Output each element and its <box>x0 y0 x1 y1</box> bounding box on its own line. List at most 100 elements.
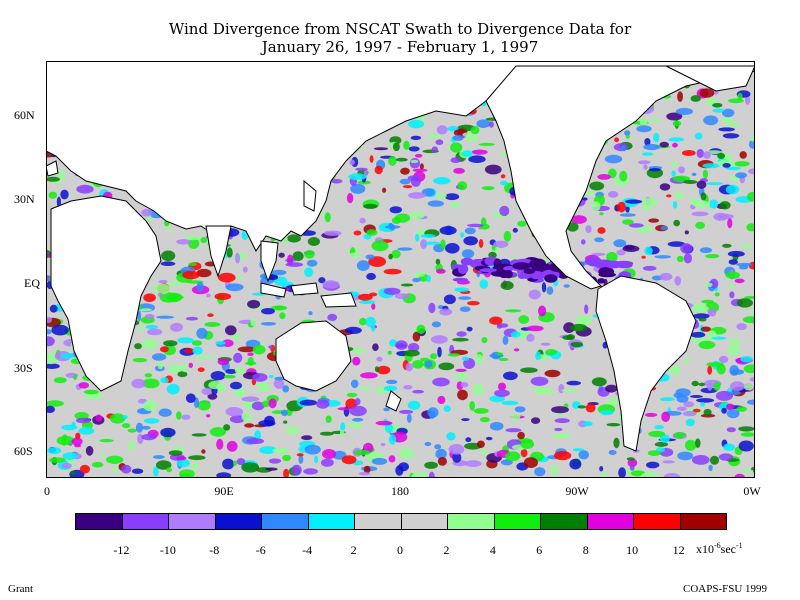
divergence-cell <box>304 267 314 278</box>
divergence-cell <box>188 262 197 266</box>
divergence-cell <box>729 365 739 376</box>
divergence-cell <box>481 337 488 344</box>
divergence-cell <box>414 271 425 277</box>
divergence-cell <box>304 444 321 455</box>
divergence-cell <box>414 153 423 158</box>
landmass-japan <box>303 179 317 212</box>
divergence-cell <box>135 422 144 433</box>
divergence-cell <box>647 450 661 456</box>
divergence-cell <box>599 212 604 216</box>
divergence-cell <box>489 316 503 325</box>
divergence-cell <box>530 376 549 386</box>
divergence-cell <box>616 249 626 256</box>
colorbar-swatch <box>262 514 309 529</box>
divergence-cell <box>646 461 660 469</box>
divergence-cell <box>672 120 682 127</box>
divergence-cell <box>410 135 422 140</box>
divergence-cell <box>109 413 126 424</box>
divergence-cell <box>517 431 525 440</box>
divergence-cell <box>737 92 743 101</box>
divergence-cell <box>720 117 734 123</box>
divergence-cell <box>750 309 755 314</box>
divergence-cell <box>353 449 371 456</box>
divergence-cell <box>481 186 495 191</box>
divergence-cell <box>241 412 252 422</box>
divergence-cell <box>374 165 383 175</box>
divergence-cell <box>83 389 99 395</box>
divergence-cell <box>403 140 410 150</box>
divergence-cell <box>713 381 721 391</box>
divergence-cell <box>512 227 518 233</box>
divergence-cell <box>600 410 614 416</box>
divergence-cell <box>705 182 723 186</box>
divergence-cell <box>292 251 304 262</box>
divergence-cell <box>222 458 235 470</box>
divergence-cell <box>476 119 491 128</box>
divergence-cell <box>143 293 156 302</box>
divergence-cell <box>281 409 288 416</box>
divergence-cell <box>467 301 480 306</box>
divergence-cell <box>350 183 366 194</box>
landmass-indonesia-2 <box>290 282 319 296</box>
divergence-cell <box>450 157 461 164</box>
divergence-cell <box>715 390 734 401</box>
divergence-cell <box>121 423 131 429</box>
divergence-cell <box>144 373 152 378</box>
divergence-cell <box>582 197 588 201</box>
divergence-cell <box>410 159 419 164</box>
divergence-cell <box>101 453 107 458</box>
divergence-cell <box>625 205 630 213</box>
colorbar-swatch <box>494 514 541 529</box>
divergence-cell <box>729 338 740 347</box>
divergence-cell <box>416 324 426 334</box>
divergence-cell <box>569 458 582 470</box>
divergence-cell <box>246 438 265 445</box>
divergence-cell <box>597 174 611 180</box>
divergence-cell <box>575 315 592 325</box>
divergence-cell <box>185 393 196 404</box>
divergence-cell <box>534 467 546 477</box>
divergence-cell <box>206 414 211 418</box>
divergence-cell <box>644 412 658 417</box>
divergence-cell <box>347 422 363 428</box>
colorbar-swatch <box>122 514 169 529</box>
divergence-cell <box>166 467 172 473</box>
divergence-cell <box>197 367 205 373</box>
divergence-cell <box>696 398 715 403</box>
divergence-cell <box>447 353 461 357</box>
divergence-cell <box>497 323 509 328</box>
divergence-cell <box>402 185 413 189</box>
divergence-cell <box>71 437 83 446</box>
divergence-cell <box>706 282 713 287</box>
divergence-cell <box>176 456 187 461</box>
divergence-cell <box>740 356 753 363</box>
divergence-cell <box>273 378 285 389</box>
divergence-cell <box>137 433 144 444</box>
divergence-cell <box>481 447 487 457</box>
divergence-cell <box>353 247 362 251</box>
divergence-cell <box>439 308 453 316</box>
divergence-cell <box>694 303 704 311</box>
divergence-cell <box>563 322 575 333</box>
divergence-cell <box>585 225 592 233</box>
divergence-cell <box>450 142 463 153</box>
lat-label-60n: 60N <box>14 108 35 122</box>
divergence-cell <box>387 350 392 355</box>
divergence-cell <box>677 91 683 102</box>
divergence-cell <box>696 148 704 158</box>
divergence-cell <box>314 455 319 464</box>
divergence-cell <box>398 356 403 362</box>
divergence-cell <box>144 314 155 319</box>
lat-label-30n: 30N <box>14 192 35 206</box>
divergence-cell <box>268 398 277 409</box>
divergence-cell <box>147 328 163 336</box>
divergence-cell <box>46 316 52 323</box>
colorbar-swatch <box>680 514 726 529</box>
divergence-cell <box>709 455 720 465</box>
divergence-cell <box>366 229 378 236</box>
divergence-cell <box>659 434 670 443</box>
divergence-cell <box>443 405 451 412</box>
divergence-cell <box>406 413 412 423</box>
divergence-cell <box>570 215 587 224</box>
divergence-cell <box>675 107 694 116</box>
